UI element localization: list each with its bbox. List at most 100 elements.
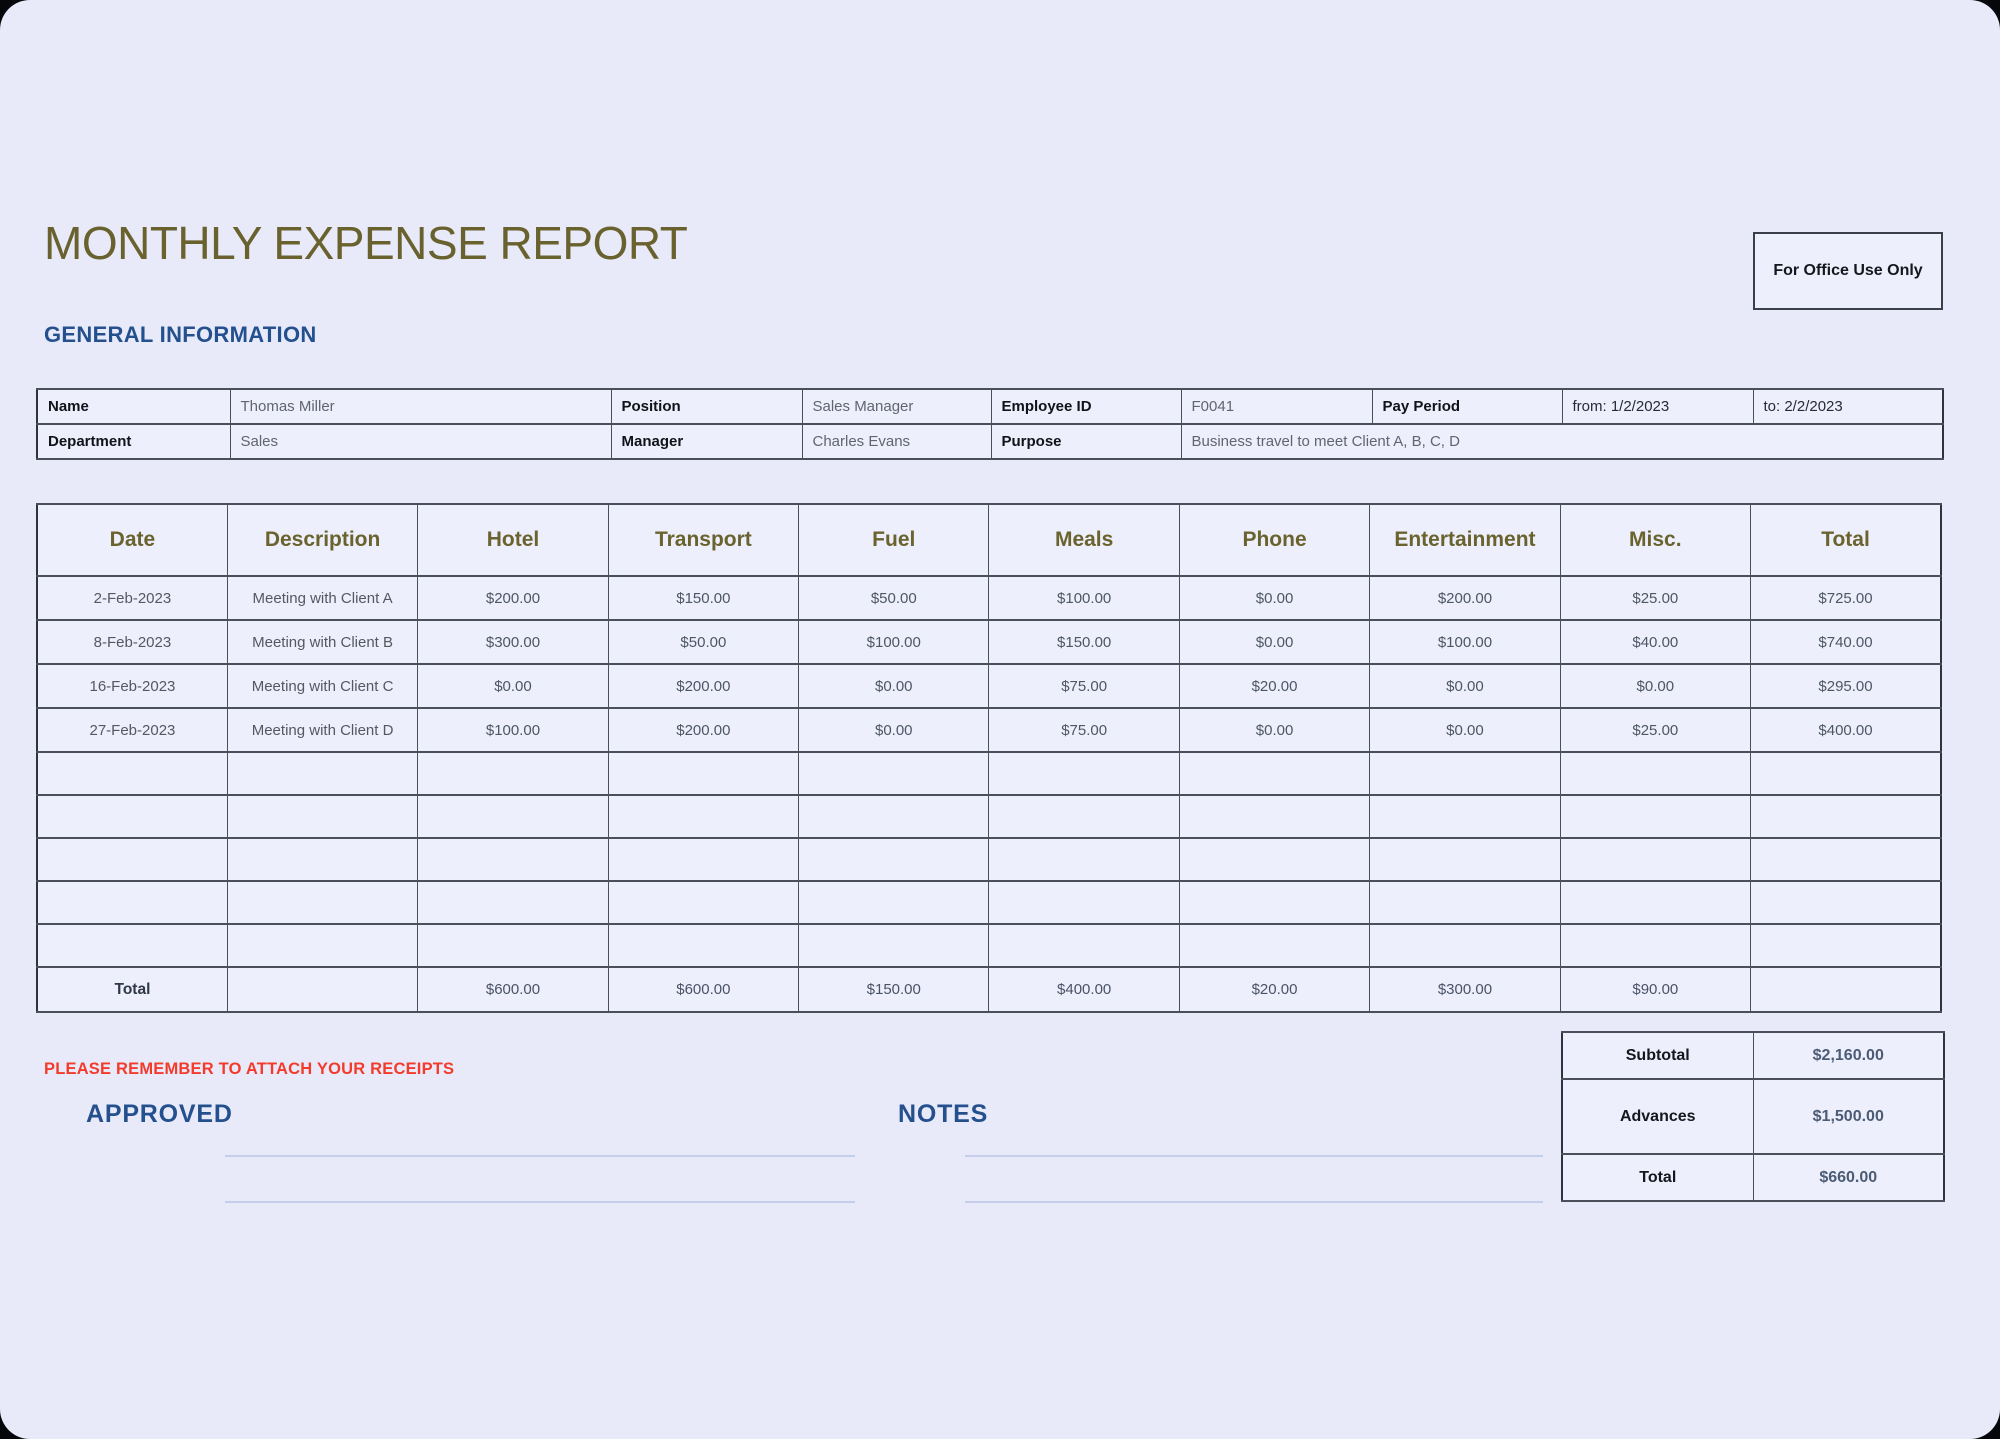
department-field[interactable]: Sales — [229, 423, 612, 460]
transport-cell[interactable]: $150.00 — [607, 575, 800, 621]
misc-cell[interactable]: $40.00 — [1559, 619, 1752, 665]
empty-cell[interactable] — [226, 794, 419, 839]
empty-cell[interactable] — [607, 923, 800, 968]
empty-cell[interactable] — [226, 923, 419, 968]
description-cell[interactable]: Meeting with Client C — [226, 663, 419, 709]
expense-empty-row — [36, 837, 1942, 882]
misc-cell[interactable]: $0.00 — [1559, 663, 1752, 709]
hotel-cell[interactable]: $0.00 — [417, 663, 609, 709]
empty-cell[interactable] — [988, 794, 1180, 839]
description-cell[interactable]: Meeting with Client A — [226, 575, 419, 621]
empty-cell[interactable] — [798, 837, 990, 882]
approved-signature-line-1[interactable] — [225, 1155, 855, 1157]
hotel-cell[interactable]: $200.00 — [417, 575, 609, 621]
meals-cell[interactable]: $75.00 — [988, 663, 1180, 709]
date-cell[interactable]: 8-Feb-2023 — [36, 619, 228, 665]
empty-cell[interactable] — [798, 880, 990, 925]
empty-cell[interactable] — [226, 880, 419, 925]
empty-cell[interactable] — [417, 794, 609, 839]
empty-cell[interactable] — [36, 751, 228, 796]
empty-cell[interactable] — [1178, 880, 1371, 925]
entertainment-cell[interactable]: $0.00 — [1369, 663, 1561, 709]
empty-cell[interactable] — [36, 880, 228, 925]
misc-cell[interactable]: $25.00 — [1559, 575, 1752, 621]
date-cell[interactable]: 27-Feb-2023 — [36, 707, 228, 753]
empty-cell[interactable] — [226, 837, 419, 882]
empty-cell[interactable] — [607, 794, 800, 839]
empty-cell[interactable] — [417, 880, 609, 925]
empty-cell[interactable] — [1178, 751, 1371, 796]
empty-cell[interactable] — [36, 923, 228, 968]
phone-cell[interactable]: $0.00 — [1178, 619, 1371, 665]
fuel-cell[interactable]: $0.00 — [798, 663, 990, 709]
empty-cell[interactable] — [1559, 751, 1752, 796]
transport-cell[interactable]: $50.00 — [607, 619, 800, 665]
empty-cell[interactable] — [1178, 923, 1371, 968]
empty-cell[interactable] — [988, 837, 1180, 882]
phone-cell[interactable]: $0.00 — [1178, 707, 1371, 753]
row-total-cell: $400.00 — [1750, 707, 1942, 753]
phone-cell[interactable]: $0.00 — [1178, 575, 1371, 621]
purpose-field[interactable]: Business travel to meet Client A, B, C, … — [1180, 423, 1944, 460]
empty-cell[interactable] — [798, 794, 990, 839]
empty-cell[interactable] — [798, 751, 990, 796]
expense-total-row: Total $600.00 $600.00 $150.00 $400.00 $2… — [36, 966, 1942, 1013]
fuel-cell[interactable]: $50.00 — [798, 575, 990, 621]
empty-cell[interactable] — [988, 923, 1180, 968]
advances-value[interactable]: $1,500.00 — [1752, 1078, 1945, 1155]
empty-cell[interactable] — [1369, 794, 1561, 839]
column-header-entertainment: Entertainment — [1369, 503, 1561, 577]
description-cell[interactable]: Meeting with Client B — [226, 619, 419, 665]
empty-cell[interactable] — [1369, 837, 1561, 882]
hotel-cell[interactable]: $100.00 — [417, 707, 609, 753]
pay-period-to-field[interactable]: to: 2/2/2023 — [1752, 388, 1944, 425]
employee-id-field[interactable]: F0041 — [1180, 388, 1373, 425]
empty-cell[interactable] — [417, 923, 609, 968]
transport-cell[interactable]: $200.00 — [607, 707, 800, 753]
pay-period-from-field[interactable]: from: 1/2/2023 — [1561, 388, 1754, 425]
empty-cell[interactable] — [417, 751, 609, 796]
empty-cell[interactable] — [607, 751, 800, 796]
empty-cell[interactable] — [1369, 923, 1561, 968]
empty-cell[interactable] — [417, 837, 609, 882]
entertainment-cell[interactable]: $100.00 — [1369, 619, 1561, 665]
transport-cell[interactable]: $200.00 — [607, 663, 800, 709]
expense-empty-row — [36, 880, 1942, 925]
empty-cell[interactable] — [1559, 880, 1752, 925]
description-cell[interactable]: Meeting with Client D — [226, 707, 419, 753]
empty-cell[interactable] — [36, 837, 228, 882]
approved-signature-line-2[interactable] — [225, 1201, 855, 1203]
meals-cell[interactable]: $150.00 — [988, 619, 1180, 665]
empty-cell[interactable] — [607, 880, 800, 925]
fuel-cell[interactable]: $100.00 — [798, 619, 990, 665]
empty-cell[interactable] — [226, 751, 419, 796]
entertainment-cell[interactable]: $200.00 — [1369, 575, 1561, 621]
name-field[interactable]: Thomas Miller — [229, 388, 612, 425]
misc-cell[interactable]: $25.00 — [1559, 707, 1752, 753]
date-cell[interactable]: 16-Feb-2023 — [36, 663, 228, 709]
meals-cell[interactable]: $75.00 — [988, 707, 1180, 753]
empty-cell[interactable] — [988, 751, 1180, 796]
manager-field[interactable]: Charles Evans — [801, 423, 992, 460]
empty-cell[interactable] — [36, 794, 228, 839]
grand-total-row: Total $660.00 — [1561, 1153, 1945, 1202]
meals-cell[interactable]: $100.00 — [988, 575, 1180, 621]
empty-cell[interactable] — [1178, 794, 1371, 839]
phone-cell[interactable]: $20.00 — [1178, 663, 1371, 709]
hotel-cell[interactable]: $300.00 — [417, 619, 609, 665]
empty-cell[interactable] — [1559, 837, 1752, 882]
empty-cell[interactable] — [607, 837, 800, 882]
empty-cell[interactable] — [1178, 837, 1371, 882]
date-cell[interactable]: 2-Feb-2023 — [36, 575, 228, 621]
fuel-cell[interactable]: $0.00 — [798, 707, 990, 753]
empty-cell[interactable] — [988, 880, 1180, 925]
notes-line-1[interactable] — [965, 1155, 1543, 1157]
notes-line-2[interactable] — [965, 1201, 1543, 1203]
position-field[interactable]: Sales Manager — [801, 388, 992, 425]
empty-cell[interactable] — [1369, 751, 1561, 796]
empty-cell[interactable] — [1559, 923, 1752, 968]
entertainment-cell[interactable]: $0.00 — [1369, 707, 1561, 753]
empty-cell[interactable] — [1559, 794, 1752, 839]
empty-cell[interactable] — [798, 923, 990, 968]
empty-cell[interactable] — [1369, 880, 1561, 925]
